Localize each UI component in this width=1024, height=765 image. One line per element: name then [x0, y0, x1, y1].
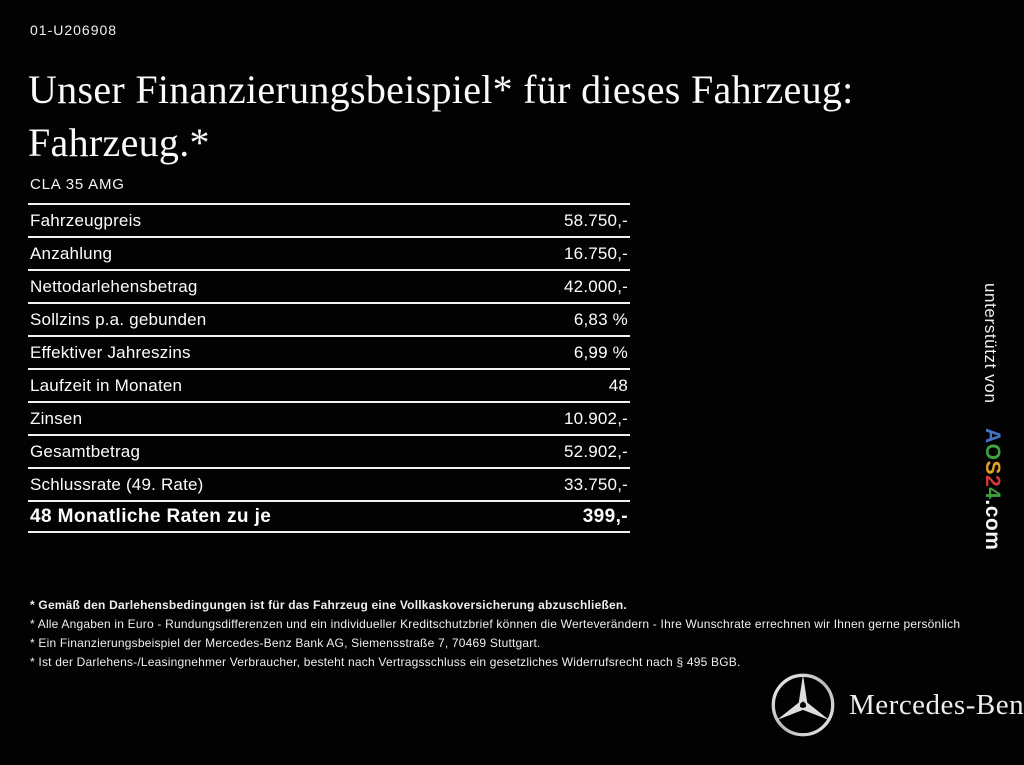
row-value: 6,83 % [573, 309, 628, 329]
row-label: Gesamtbetrag [30, 441, 141, 461]
row-label: 48 Monatliche Raten zu je [30, 505, 272, 527]
brand-footer: Mercedes-Benz [770, 672, 1024, 738]
table-row: Nettodarlehensbetrag 42.000,- [28, 269, 630, 302]
footnote: * Ein Finanzierungsbeispiel der Mercedes… [30, 636, 541, 650]
footnote: * Ist der Darlehens-/Leasingnehmer Verbr… [30, 655, 741, 669]
table-row: Schlussrate (49. Rate) 33.750,- [28, 467, 630, 500]
table-row: Effektiver Jahreszins 6,99 % [28, 335, 630, 368]
row-label: Nettodarlehensbetrag [30, 276, 198, 296]
footnote: * Gemäß den Darlehensbedingungen ist für… [30, 598, 627, 612]
sponsor-domain-suffix: .com [981, 499, 1004, 551]
row-value: 16.750,- [564, 243, 628, 263]
document-id: 01-U206908 [30, 22, 118, 38]
table-row-total: 48 Monatliche Raten zu je 399,- [28, 500, 630, 533]
row-label: Effektiver Jahreszins [30, 342, 191, 362]
row-value: 58.750,- [564, 210, 628, 230]
title-line-1: Unser Finanzierungsbeispiel* für dieses … [28, 67, 854, 112]
row-label: Schlussrate (49. Rate) [30, 474, 204, 494]
row-value: 42.000,- [564, 276, 628, 296]
brand-name: Mercedes-Benz [849, 688, 1024, 721]
footnote: * Alle Angaben in Euro - Rundungsdiffere… [30, 617, 961, 631]
row-label: Zinsen [30, 408, 83, 428]
row-value: 48 [608, 375, 628, 395]
row-label: Fahrzeugpreis [30, 210, 142, 230]
brand-letter: A [981, 428, 1004, 444]
brand-letter: 2 [981, 475, 1004, 488]
footnotes: * Gemäß den Darlehensbedingungen ist für… [30, 599, 1000, 675]
sponsor-brand-vertical-text: AOS24.com [980, 428, 1004, 550]
table-row: Gesamtbetrag 52.902,- [28, 434, 630, 467]
row-value: 52.902,- [564, 441, 628, 461]
row-label: Sollzins p.a. gebunden [30, 309, 207, 329]
mercedes-star-icon [771, 673, 835, 737]
vehicle-model: CLA 35 AMG [30, 176, 125, 193]
row-value: 399,- [582, 505, 628, 527]
row-value: 33.750,- [564, 474, 628, 494]
sponsor-prefix-vertical-text: unterstützt von [981, 283, 1000, 404]
brand-letter: S [981, 460, 1004, 476]
title-line-2: Fahrzeug.* [28, 120, 210, 165]
brand-letter: O [981, 443, 1004, 461]
table-row: Zinsen 10.902,- [28, 401, 630, 434]
table-row: Anzahlung 16.750,- [28, 236, 630, 269]
row-value: 10.902,- [564, 408, 628, 428]
row-label: Anzahlung [30, 243, 113, 263]
brand-letter: 4 [981, 487, 1004, 500]
table-row: Sollzins p.a. gebunden 6,83 % [28, 302, 630, 335]
financing-table: Fahrzeugpreis 58.750,- Anzahlung 16.750,… [28, 203, 630, 533]
table-row: Laufzeit in Monaten 48 [28, 368, 630, 401]
row-value: 6,99 % [573, 342, 628, 362]
page-title: Unser Finanzierungsbeispiel* für dieses … [28, 63, 854, 169]
table-row: Fahrzeugpreis 58.750,- [28, 203, 630, 236]
row-label: Laufzeit in Monaten [30, 375, 183, 395]
